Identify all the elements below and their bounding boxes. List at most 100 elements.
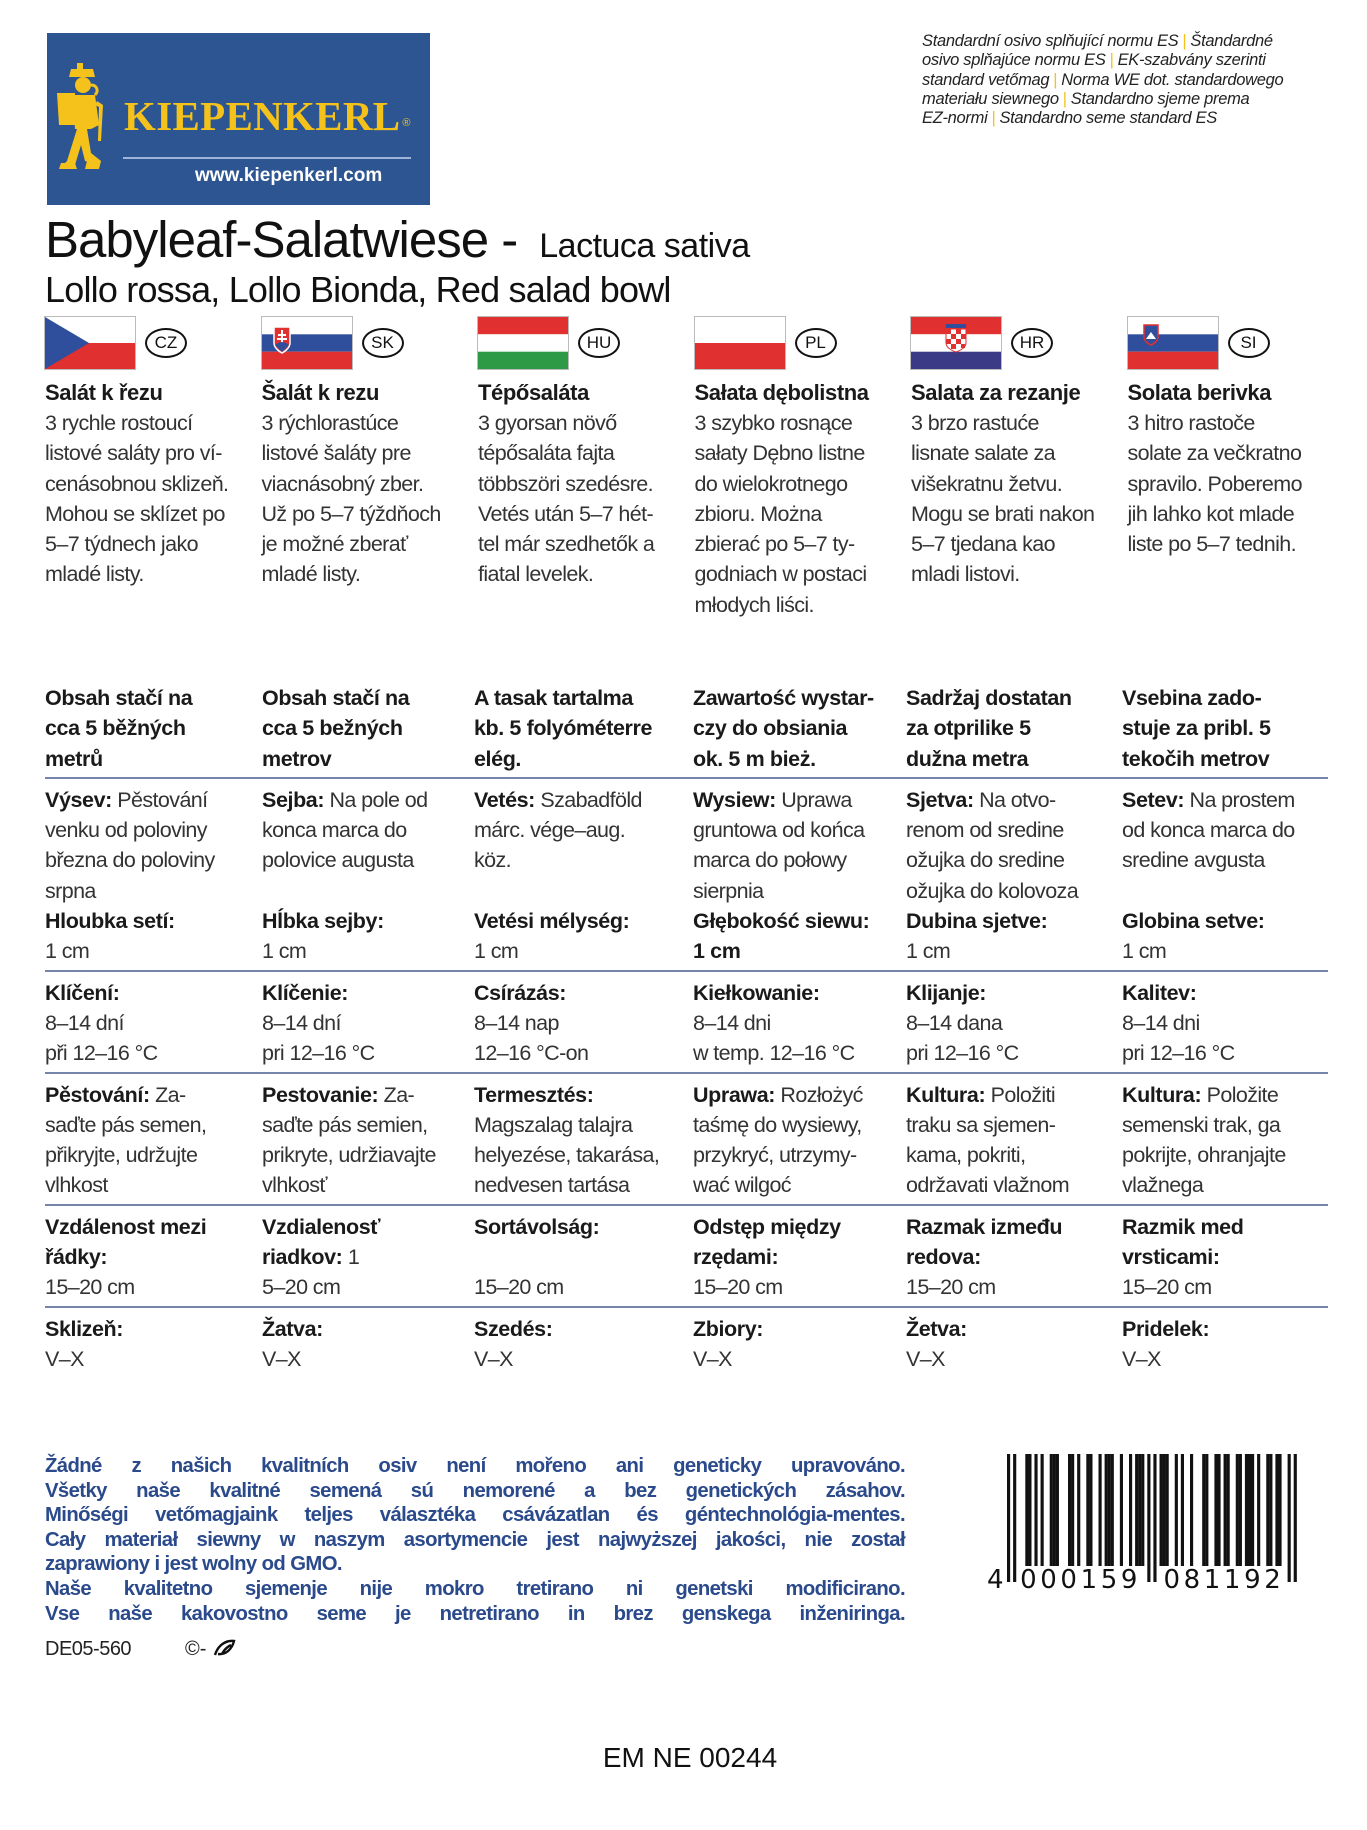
barcode-bar xyxy=(1086,1454,1090,1566)
sowing-cell: Vetés: Szabadföld márc. vége–aug. köz. xyxy=(474,785,693,906)
harvest-value: V–X xyxy=(693,1346,732,1371)
barcode-bar xyxy=(1104,1454,1108,1566)
sowing-label: Vetés: xyxy=(474,787,535,812)
table-row-cultivation: Pěstování: Za- saďte pás semen, přikryjt… xyxy=(45,1080,1328,1206)
gmo-notice-line: zaprawiony i jest wolny od GMO. xyxy=(45,1553,343,1576)
cultivation-cell: Uprawa: Rozłożyć taśmę do wysiewy, przyk… xyxy=(693,1080,906,1201)
germination-label: Klíčení: xyxy=(45,980,120,1005)
flag-row: SI xyxy=(1127,316,1345,370)
leaf-mark-icon xyxy=(213,1639,236,1656)
spacing-value: 15–20 cm xyxy=(474,1275,564,1300)
barcode-bar xyxy=(1190,1454,1194,1566)
barcode-bar xyxy=(1089,1454,1093,1566)
barcode-digits-left: 000159 xyxy=(1020,1565,1141,1595)
spacing-label: Odstęp między rzędami: xyxy=(693,1214,841,1270)
country-code-badge: HU xyxy=(578,328,620,358)
ean-barcode: 4 000159 081192 xyxy=(987,1454,1297,1595)
sowing-cell: Výsev: Pěstování venku od poloviny březn… xyxy=(45,785,262,906)
harvest-value: V–X xyxy=(1122,1346,1161,1371)
depth-cell: Hĺbka sejby: 1 cm xyxy=(262,906,474,967)
separator: | xyxy=(1109,51,1114,70)
country-column-hr: HR Salata za rezanje 3 brzo rastuće lisnat… xyxy=(911,316,1128,620)
country-code-badge: SK xyxy=(361,328,404,358)
depth-label: Głębokość siewu: 1 cm xyxy=(693,909,870,964)
barcode-bar xyxy=(1098,1454,1102,1566)
content-amount: Sadržaj dostatan za otprilike 5 dužna me… xyxy=(906,686,1072,771)
product-description: 3 rychle rostoucí listové saláty pro ví-… xyxy=(45,411,229,587)
gmo-notice: Žádné z našich kvalitních osiv není moře… xyxy=(45,1454,906,1626)
spacing-label: Vzdialenosť riadkov: xyxy=(262,1214,381,1270)
harvest-cell: Žatva: V–X xyxy=(262,1314,474,1375)
standard-line: EZ-normi | Standardno seme standard ES xyxy=(922,109,1283,128)
country-column-cz: CZ Salát k řezu 3 rychle rostoucí listové … xyxy=(45,316,262,620)
flag-row: HU xyxy=(478,316,695,370)
barcode-bar xyxy=(1287,1454,1291,1582)
product-description: 3 brzo rastuće lisnate salate za višekra… xyxy=(911,411,1095,587)
sowing-cell: Sejba: Na pole od konca marca do polovic… xyxy=(262,785,474,906)
gmo-notice-line: Vse naše kakovostno seme je netretirano … xyxy=(45,1602,906,1625)
country-code-badge: HR xyxy=(1011,328,1053,358)
depth-value: 1 cm xyxy=(1122,939,1167,964)
germination-value: 8–14 nap 12–16 °C-on xyxy=(474,1010,589,1066)
barcode-bar xyxy=(1165,1454,1169,1566)
cultivation-label: Kultura: xyxy=(1122,1082,1202,1107)
depth-cell: Dubina sjetve: 1 cm xyxy=(906,906,1122,967)
table-row-sowing: Výsev: Pěstování venku od poloviny březn… xyxy=(45,785,1328,906)
product-local-name: Šalát k rezu xyxy=(261,380,380,405)
spacing-value: 15–20 cm xyxy=(693,1275,783,1300)
seed-standard-statement: Standardní osivo splňující normu ES | Štan… xyxy=(922,32,1284,128)
slovenian-flag-icon xyxy=(1127,317,1218,369)
germination-cell: Klijanje: 8–14 dana pri 12–16 °C xyxy=(906,978,1122,1069)
sowing-cell: Wysiew: Uprawa gruntowa od końca marca d… xyxy=(693,785,906,906)
spacing-cell: Sortávolság: 15–20 cm xyxy=(474,1212,693,1303)
content-amount: A tasak tartalma kb. 5 folyóméterre elég… xyxy=(474,686,653,771)
germination-cell: Klíčení: 8–14 dní při 12–16 °C xyxy=(45,978,262,1069)
table-row-harvest: Sklizeň: V–X Žatva: V–X Szedés: V–X Zbiory:… xyxy=(45,1314,1328,1375)
product-local-name: Salát k řezu xyxy=(45,380,163,405)
germination-value: 8–14 dni pri 12–16 °C xyxy=(1122,1010,1235,1066)
harvest-label: Sklizeň: xyxy=(45,1316,124,1341)
standard-line: osivo splňajúce normu ES | EK-szabvány sze… xyxy=(922,51,1283,70)
spacing-value: 15–20 cm xyxy=(45,1275,135,1300)
polish-flag-icon xyxy=(694,317,785,369)
barcode-bar xyxy=(1278,1454,1282,1566)
barcode-bar xyxy=(1223,1454,1227,1566)
country-code-badge: CZ xyxy=(145,328,187,358)
barcode-bar xyxy=(1007,1454,1011,1582)
product-description: 3 rýchlorastúce listové šaláty pre viacn… xyxy=(261,411,442,587)
country-column-si: SI Solata berivka 3 hitro rastoče solate z… xyxy=(1127,316,1345,620)
product-local-name: Tépősaláta xyxy=(478,380,589,405)
germination-label: Kiełkowanie: xyxy=(693,980,820,1005)
separator: | xyxy=(1062,89,1067,108)
barcode-digits-first: 4 xyxy=(987,1565,1004,1595)
barcode-bar xyxy=(1129,1454,1133,1566)
product-local-name: Solata berivka xyxy=(1127,380,1272,405)
registration-number: EM NE 00244 xyxy=(602,1742,778,1773)
germination-value: 8–14 dni w temp. 12–16 °C xyxy=(693,1010,855,1066)
cultivation-value: Položite semenski trak, ga pokrijte, ohr… xyxy=(1122,1082,1286,1198)
barcode-bar xyxy=(1135,1454,1139,1566)
barcode-bar xyxy=(1235,1454,1239,1566)
barcode-bar xyxy=(1141,1454,1145,1566)
product-name: Babyleaf-Salatwiese - xyxy=(45,211,518,268)
standard-text: Štandardné xyxy=(1190,32,1273,50)
standard-text: EZ-normi xyxy=(922,109,988,128)
germination-label: Kalitev: xyxy=(1122,980,1197,1005)
depth-value: 1 cm xyxy=(45,939,90,964)
standard-line: materiału siewnego | Standardno sjeme prem… xyxy=(922,90,1283,109)
depth-value: 1 cm xyxy=(906,939,951,964)
harvest-label: Szedés: xyxy=(474,1316,553,1341)
product-description: 3 szybko rosnące sałaty Dębno listne do … xyxy=(694,411,868,617)
spacing-value: 15–20 cm xyxy=(1122,1275,1212,1300)
germination-label: Csírázás: xyxy=(474,980,567,1005)
standard-line: Standardní osivo splňující normu ES | Štan… xyxy=(922,32,1283,51)
product-local-name: Sałata dębolistna xyxy=(694,380,870,405)
separator: | xyxy=(1053,70,1058,89)
flag-row: CZ xyxy=(45,316,262,370)
barcode-bar xyxy=(1226,1454,1230,1566)
barcode-bar xyxy=(1110,1454,1114,1566)
spacing-cell: Vzdialenosť riadkov: 1 5–20 cm xyxy=(262,1212,474,1303)
barcode-bar xyxy=(1034,1454,1038,1566)
product-title: Babyleaf-Salatwiese - Lactuca sativa xyxy=(45,210,750,269)
barcode-bar xyxy=(1293,1454,1297,1582)
